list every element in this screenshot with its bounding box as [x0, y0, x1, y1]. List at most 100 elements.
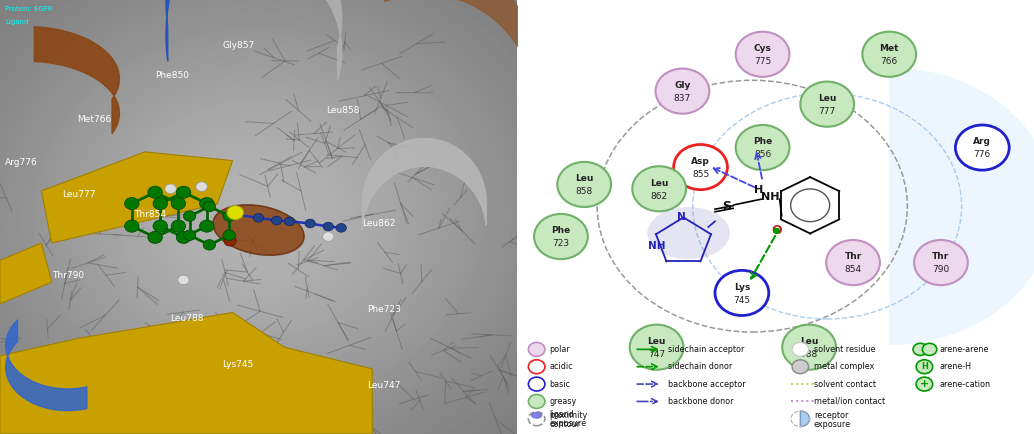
- Text: 775: 775: [754, 57, 771, 66]
- Text: 747: 747: [648, 350, 665, 359]
- Text: Phe850: Phe850: [155, 71, 189, 80]
- Wedge shape: [800, 411, 810, 427]
- Circle shape: [148, 186, 162, 198]
- Text: 788: 788: [800, 350, 818, 359]
- Polygon shape: [0, 243, 52, 304]
- Circle shape: [826, 240, 880, 285]
- Circle shape: [223, 211, 236, 221]
- Text: Thr: Thr: [933, 253, 949, 261]
- Circle shape: [284, 217, 295, 226]
- Wedge shape: [889, 67, 1034, 345]
- Text: Thr854: Thr854: [134, 210, 166, 219]
- Text: sidechain acceptor: sidechain acceptor: [668, 345, 744, 354]
- Ellipse shape: [647, 207, 730, 259]
- Text: N: N: [676, 211, 686, 222]
- Circle shape: [172, 197, 186, 210]
- Text: arene-cation: arene-cation: [940, 380, 991, 388]
- Text: Leu: Leu: [650, 179, 668, 187]
- Text: 854: 854: [845, 266, 861, 274]
- Circle shape: [916, 360, 933, 374]
- Circle shape: [736, 32, 790, 77]
- Circle shape: [203, 201, 216, 212]
- Circle shape: [200, 197, 214, 210]
- Circle shape: [271, 216, 281, 225]
- Circle shape: [305, 219, 315, 228]
- Text: metal complex: metal complex: [814, 362, 874, 371]
- Text: proximity: proximity: [549, 411, 587, 420]
- Text: Leu: Leu: [575, 174, 594, 183]
- Text: S: S: [722, 200, 731, 213]
- Circle shape: [223, 236, 236, 246]
- Text: arene-H: arene-H: [940, 362, 972, 371]
- Text: arene-arene: arene-arene: [940, 345, 990, 354]
- Text: Arg: Arg: [973, 138, 992, 146]
- Circle shape: [792, 360, 809, 374]
- Text: H: H: [755, 185, 763, 195]
- Text: Thr790: Thr790: [52, 271, 84, 280]
- Text: Phe: Phe: [753, 138, 772, 146]
- Circle shape: [183, 211, 195, 221]
- Text: Lys745: Lys745: [222, 360, 253, 369]
- Text: Met766: Met766: [78, 115, 112, 124]
- Text: NH: NH: [761, 192, 780, 203]
- Circle shape: [323, 222, 333, 231]
- Text: 745: 745: [733, 296, 751, 305]
- Text: 858: 858: [576, 187, 592, 196]
- Text: Protein: EGFR: Protein: EGFR: [5, 6, 53, 12]
- Circle shape: [792, 342, 809, 356]
- Text: Leu858: Leu858: [326, 106, 359, 115]
- Text: 776: 776: [974, 151, 991, 159]
- Circle shape: [253, 214, 264, 222]
- Text: Leu: Leu: [800, 337, 818, 346]
- Circle shape: [916, 377, 933, 391]
- Text: Phe723: Phe723: [367, 306, 401, 315]
- Circle shape: [955, 125, 1009, 170]
- Circle shape: [716, 270, 769, 316]
- Text: exposure: exposure: [549, 419, 586, 427]
- Circle shape: [124, 197, 139, 210]
- Text: solvent residue: solvent residue: [814, 345, 875, 354]
- Text: polar: polar: [549, 345, 570, 354]
- Circle shape: [528, 395, 545, 408]
- Text: backbone donor: backbone donor: [668, 397, 734, 406]
- Text: Cys: Cys: [754, 44, 771, 53]
- Text: acidic: acidic: [549, 362, 573, 371]
- Circle shape: [176, 186, 190, 198]
- Ellipse shape: [531, 412, 542, 419]
- Text: O: O: [771, 224, 782, 237]
- Circle shape: [124, 220, 139, 232]
- Circle shape: [674, 145, 728, 190]
- Text: 855: 855: [692, 170, 709, 179]
- Text: 766: 766: [881, 57, 898, 66]
- Text: solvent contact: solvent contact: [814, 380, 876, 388]
- Circle shape: [178, 275, 189, 285]
- Text: greasy: greasy: [549, 397, 576, 406]
- Text: Leu: Leu: [647, 337, 666, 346]
- Circle shape: [656, 69, 709, 114]
- Text: NH: NH: [648, 241, 665, 251]
- Text: 856: 856: [754, 151, 771, 159]
- Circle shape: [153, 220, 168, 232]
- Text: 790: 790: [933, 266, 949, 274]
- Polygon shape: [41, 152, 233, 243]
- Circle shape: [528, 360, 545, 374]
- Circle shape: [176, 231, 190, 243]
- Circle shape: [800, 82, 854, 127]
- Circle shape: [223, 230, 236, 240]
- Text: receptor: receptor: [814, 411, 848, 420]
- Circle shape: [200, 220, 214, 232]
- Circle shape: [772, 228, 781, 234]
- Text: 862: 862: [650, 192, 668, 201]
- Text: Leu: Leu: [818, 94, 837, 103]
- Circle shape: [153, 197, 168, 210]
- Circle shape: [203, 240, 216, 250]
- Text: backbone acceptor: backbone acceptor: [668, 380, 747, 388]
- Circle shape: [148, 231, 162, 243]
- Text: exposure: exposure: [814, 420, 851, 429]
- Circle shape: [172, 220, 186, 232]
- Circle shape: [535, 214, 588, 259]
- Circle shape: [528, 412, 545, 426]
- Circle shape: [736, 125, 790, 170]
- Circle shape: [323, 232, 334, 241]
- Circle shape: [862, 32, 916, 77]
